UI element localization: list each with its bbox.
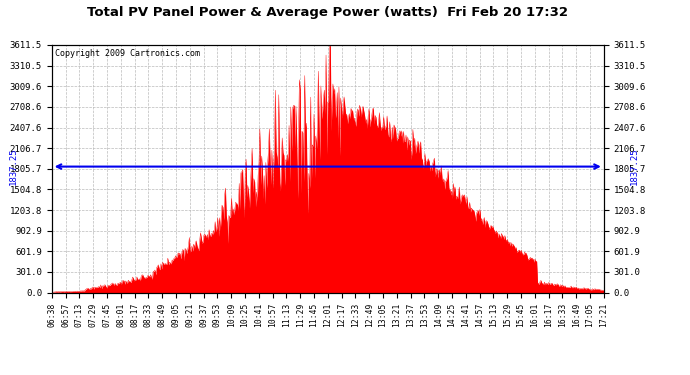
Text: 1837.25: 1837.25 xyxy=(8,148,17,185)
Text: 1837.25: 1837.25 xyxy=(630,148,639,185)
Text: Copyright 2009 Cartronics.com: Copyright 2009 Cartronics.com xyxy=(55,49,199,58)
Text: Total PV Panel Power & Average Power (watts)  Fri Feb 20 17:32: Total PV Panel Power & Average Power (wa… xyxy=(87,6,569,19)
